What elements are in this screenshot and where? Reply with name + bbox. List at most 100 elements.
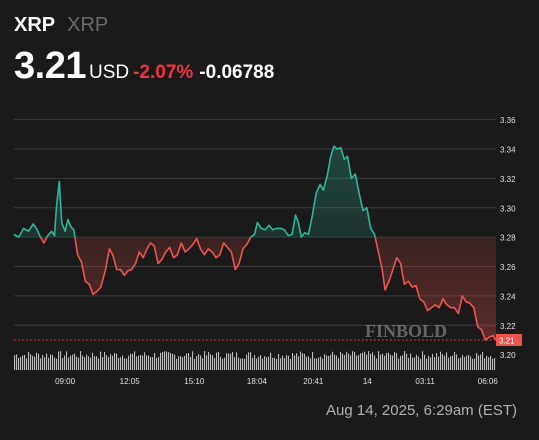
volume-bar	[290, 358, 292, 370]
volume-bar	[90, 357, 92, 370]
current-price: 3.21	[14, 45, 86, 87]
volume-bar	[230, 353, 232, 370]
volume-bar	[492, 358, 494, 370]
volume-bar	[140, 355, 142, 370]
volume-bar	[464, 356, 466, 370]
volume-bar	[482, 351, 484, 370]
volume-bar	[488, 357, 490, 370]
volume-bar	[234, 357, 236, 370]
volume-bar	[192, 351, 194, 370]
volume-bar	[322, 358, 324, 370]
volume-bar	[452, 355, 454, 370]
price-line-up	[13, 145, 376, 238]
volume-bar	[212, 355, 214, 370]
volume-bar	[262, 358, 264, 370]
volume-bar	[444, 355, 446, 370]
volume-bar	[264, 356, 266, 370]
volume-bar	[458, 358, 460, 370]
volume-bar	[206, 355, 208, 370]
volume-bar	[94, 356, 96, 370]
volume-bar	[116, 353, 118, 370]
volume-bar	[214, 357, 216, 370]
volume-bar	[490, 355, 492, 370]
volume-bar	[228, 353, 230, 370]
volume-bar	[292, 352, 294, 370]
volume-bar	[386, 352, 388, 370]
volume-bar	[468, 354, 470, 370]
volume-bar	[360, 353, 362, 370]
volume-bar	[174, 354, 176, 370]
change-absolute: -0.06788	[199, 62, 275, 83]
volume-bar	[254, 355, 256, 370]
volume-bar	[450, 356, 452, 370]
volume-bar	[244, 358, 246, 370]
current-price-label: 3.21	[499, 336, 515, 345]
volume-bar	[406, 353, 408, 370]
volume-bar	[160, 352, 162, 370]
volume-bar	[418, 356, 420, 370]
volume-bar	[378, 351, 380, 370]
volume-bar	[204, 351, 206, 370]
volume-bar	[300, 351, 302, 370]
volume-bar	[354, 351, 356, 370]
volume-bar	[282, 355, 284, 370]
volume-bar	[382, 353, 384, 370]
volume-bar	[110, 354, 112, 370]
volume-bar	[122, 355, 124, 370]
volume-bar	[88, 356, 90, 370]
current-price-tag	[496, 333, 522, 346]
volume-bar	[24, 354, 26, 370]
x-tick-label: 06:06	[478, 377, 499, 386]
volume-bar	[402, 355, 404, 370]
volume-bar	[372, 352, 374, 370]
volume-bar	[28, 351, 30, 370]
volume-bar	[48, 357, 50, 370]
volume-bar	[256, 358, 258, 370]
volume-bar	[334, 354, 336, 370]
volume-bar	[410, 353, 412, 370]
volume-bar	[416, 354, 418, 370]
volume-bar	[152, 357, 154, 370]
volume-bar	[306, 356, 308, 370]
volume-bar	[494, 357, 496, 370]
volume-bar	[104, 351, 106, 370]
volume-bar	[26, 358, 28, 370]
volume-bar	[164, 351, 166, 370]
volume-bar	[114, 352, 116, 370]
volume-bar	[288, 355, 290, 370]
x-tick-label: 15:10	[184, 377, 205, 386]
timestamp: Aug 14, 2025, 6:29am (EST)	[326, 402, 517, 419]
volume-bar	[40, 358, 42, 370]
volume-bar	[472, 358, 474, 370]
volume-bar	[248, 352, 250, 370]
symbol: XRP	[14, 14, 56, 36]
volume-bar	[150, 356, 152, 370]
volume-bar	[236, 352, 238, 370]
volume-bar	[420, 358, 422, 370]
volume-bar	[188, 353, 190, 370]
volume-bar	[220, 356, 222, 370]
volume-bar	[84, 357, 86, 370]
volume-bar	[398, 358, 400, 370]
volume-bar	[218, 351, 220, 370]
volume-bar	[336, 355, 338, 370]
volume-bar	[344, 355, 346, 370]
volume-bar	[60, 351, 62, 370]
currency-label: USD	[88, 62, 130, 83]
volume-bar	[388, 352, 390, 370]
volume-bar	[266, 357, 268, 370]
volume-bar	[92, 352, 94, 370]
volume-bar	[358, 355, 360, 370]
y-tick-label: 3.34	[500, 146, 516, 155]
volume-bar	[426, 358, 428, 370]
volume-bar	[38, 353, 40, 370]
volume-bar	[22, 355, 24, 370]
volume-bar	[316, 358, 318, 370]
volume-bar	[70, 355, 72, 370]
volume-bar	[62, 358, 64, 370]
volume-bar	[294, 355, 296, 370]
volume-bar	[260, 355, 262, 370]
x-tick-label: 03:11	[415, 377, 435, 386]
volume-bar	[68, 357, 70, 370]
volume-bar	[240, 358, 242, 370]
